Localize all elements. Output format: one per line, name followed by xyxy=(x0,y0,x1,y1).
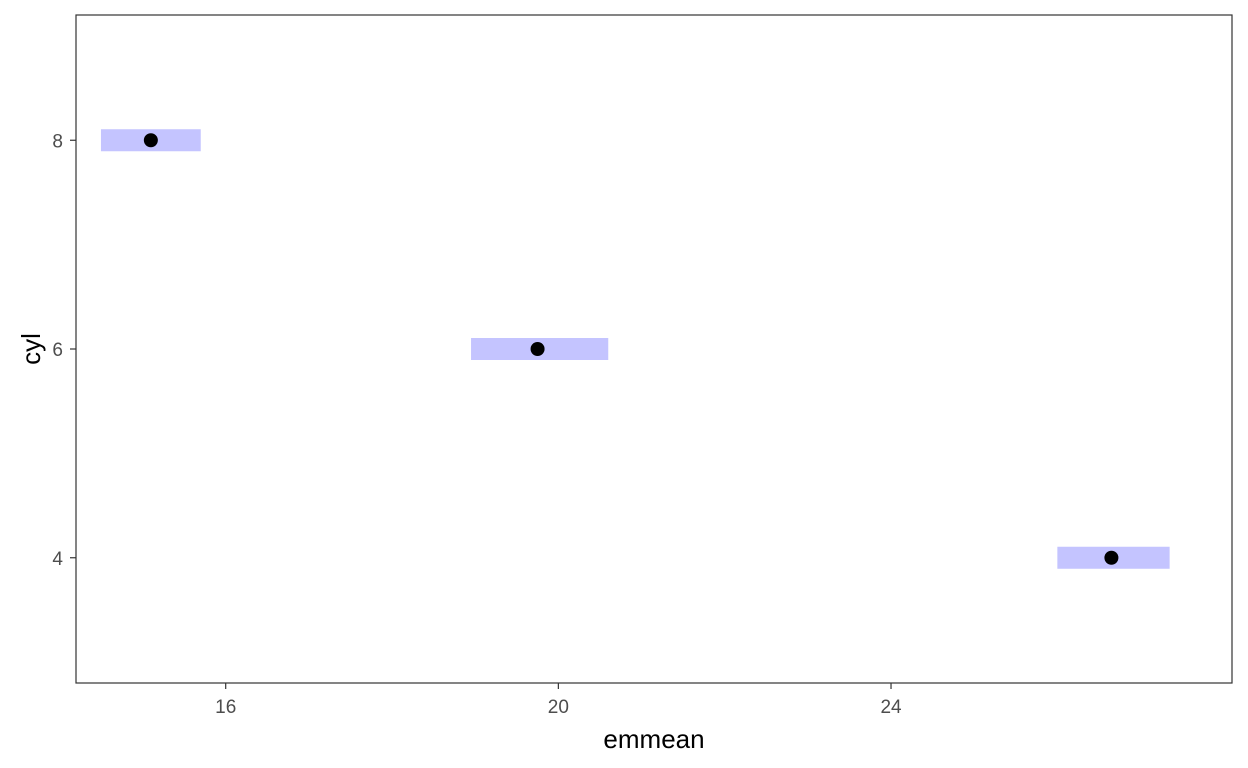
y-axis: 4 6 8 xyxy=(52,131,76,570)
estimate-points xyxy=(143,133,1119,565)
point-cyl-8 xyxy=(143,133,158,148)
y-tick-label: 8 xyxy=(52,131,63,152)
x-tick-label: 24 xyxy=(880,697,902,718)
x-axis: 16 20 24 xyxy=(215,683,902,718)
y-tick-label: 4 xyxy=(52,549,63,570)
plot-background xyxy=(76,15,1232,683)
point-cyl-6 xyxy=(530,342,545,356)
point-cyl-4 xyxy=(1104,550,1119,565)
x-tick-label: 16 xyxy=(215,697,236,718)
y-axis-title: cyl xyxy=(16,333,46,365)
x-axis-title: emmean xyxy=(603,724,704,754)
y-tick-label: 6 xyxy=(52,340,63,361)
x-tick-label: 20 xyxy=(548,697,569,718)
